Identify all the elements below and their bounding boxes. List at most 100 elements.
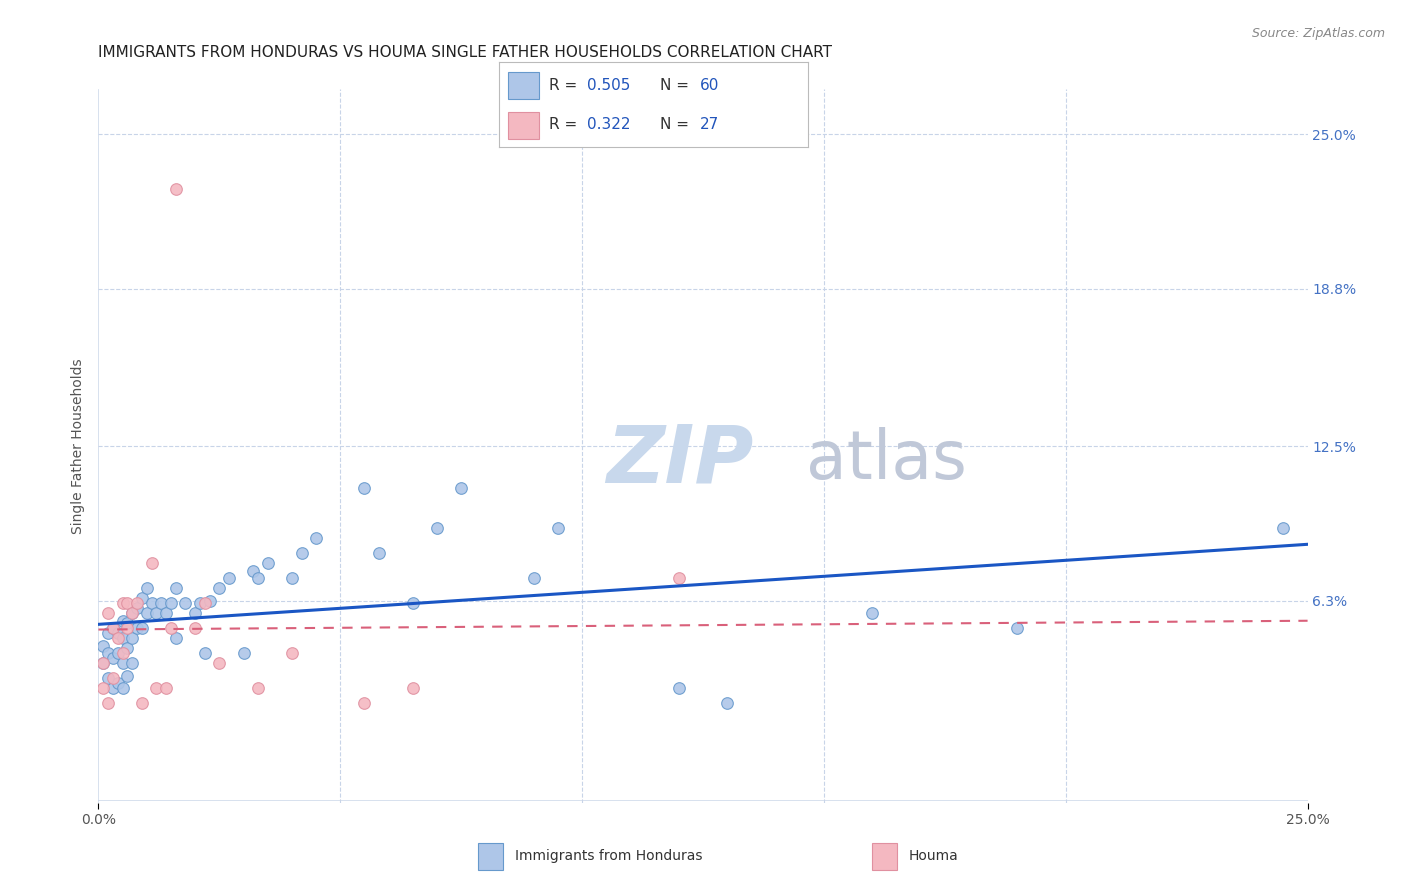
Point: [353, 482, 375, 496]
Point: [860, 606, 883, 620]
Point: [117, 596, 139, 610]
Point: [145, 681, 167, 695]
Point: [117, 668, 139, 682]
Point: [107, 631, 129, 645]
Point: [256, 556, 278, 570]
Point: [141, 556, 163, 570]
Point: [101, 651, 124, 665]
Bar: [509, 71, 540, 99]
Point: [117, 641, 139, 656]
Point: [208, 656, 231, 670]
Text: R =: R =: [548, 117, 582, 132]
Point: [547, 521, 569, 535]
Point: [668, 571, 690, 585]
Point: [232, 646, 254, 660]
Point: [131, 591, 153, 606]
Text: N =: N =: [659, 117, 693, 132]
Point: [194, 646, 217, 660]
Point: [117, 616, 139, 631]
Point: [668, 681, 690, 695]
Text: Source: ZipAtlas.com: Source: ZipAtlas.com: [1251, 27, 1385, 40]
Point: [368, 546, 391, 560]
Point: [194, 596, 217, 610]
Point: [91, 656, 114, 670]
Point: [121, 606, 143, 620]
Point: [450, 482, 472, 496]
Point: [121, 656, 143, 670]
Point: [111, 656, 134, 670]
Text: Houma: Houma: [908, 849, 957, 863]
Point: [174, 596, 197, 610]
Point: [97, 646, 120, 660]
Point: [523, 571, 546, 585]
Point: [111, 596, 134, 610]
Point: [160, 621, 183, 635]
Point: [145, 606, 167, 620]
Point: [97, 606, 120, 620]
Point: [305, 531, 328, 545]
Point: [402, 596, 425, 610]
Point: [281, 571, 304, 585]
Text: Immigrants from Honduras: Immigrants from Honduras: [515, 849, 702, 863]
Point: [155, 681, 177, 695]
Point: [281, 646, 304, 660]
Point: [101, 681, 124, 695]
Point: [1007, 621, 1029, 635]
Point: [131, 621, 153, 635]
Point: [131, 696, 153, 710]
Point: [97, 671, 120, 685]
Point: [218, 571, 240, 585]
Point: [402, 681, 425, 695]
Point: [155, 606, 177, 620]
Point: [160, 596, 183, 610]
Point: [111, 614, 134, 628]
Point: [247, 571, 270, 585]
Point: [127, 596, 149, 610]
Point: [188, 596, 211, 610]
Point: [165, 182, 187, 196]
Point: [184, 606, 207, 620]
Point: [91, 639, 114, 653]
Point: [198, 593, 221, 607]
Point: [242, 564, 264, 578]
Point: [107, 646, 129, 660]
Point: [1272, 521, 1295, 535]
Point: [91, 681, 114, 695]
Point: [101, 671, 124, 685]
Point: [353, 696, 375, 710]
Point: [117, 621, 139, 635]
Text: IMMIGRANTS FROM HONDURAS VS HOUMA SINGLE FATHER HOUSEHOLDS CORRELATION CHART: IMMIGRANTS FROM HONDURAS VS HOUMA SINGLE…: [98, 45, 832, 60]
Point: [150, 596, 173, 610]
Text: atlas: atlas: [806, 427, 967, 493]
Point: [97, 696, 120, 710]
Point: [91, 656, 114, 670]
Y-axis label: Single Father Households: Single Father Households: [72, 359, 86, 533]
Text: N =: N =: [659, 78, 693, 93]
Point: [101, 621, 124, 635]
Point: [101, 621, 124, 635]
Text: 60: 60: [700, 78, 720, 93]
Point: [184, 621, 207, 635]
Point: [290, 546, 312, 560]
Point: [107, 626, 129, 640]
Text: 27: 27: [700, 117, 720, 132]
Point: [127, 601, 149, 615]
Point: [111, 646, 134, 660]
Point: [135, 606, 157, 620]
Text: 0.322: 0.322: [588, 117, 631, 132]
Point: [165, 631, 187, 645]
Point: [135, 581, 157, 595]
Point: [111, 631, 134, 645]
Point: [165, 581, 187, 595]
Point: [121, 631, 143, 645]
Point: [97, 626, 120, 640]
Point: [716, 696, 738, 710]
Point: [141, 596, 163, 610]
Point: [121, 606, 143, 620]
Bar: [509, 112, 540, 139]
Text: ZIP: ZIP: [606, 421, 754, 500]
Point: [107, 676, 129, 690]
Point: [426, 521, 449, 535]
Text: 0.505: 0.505: [588, 78, 631, 93]
Text: R =: R =: [548, 78, 582, 93]
